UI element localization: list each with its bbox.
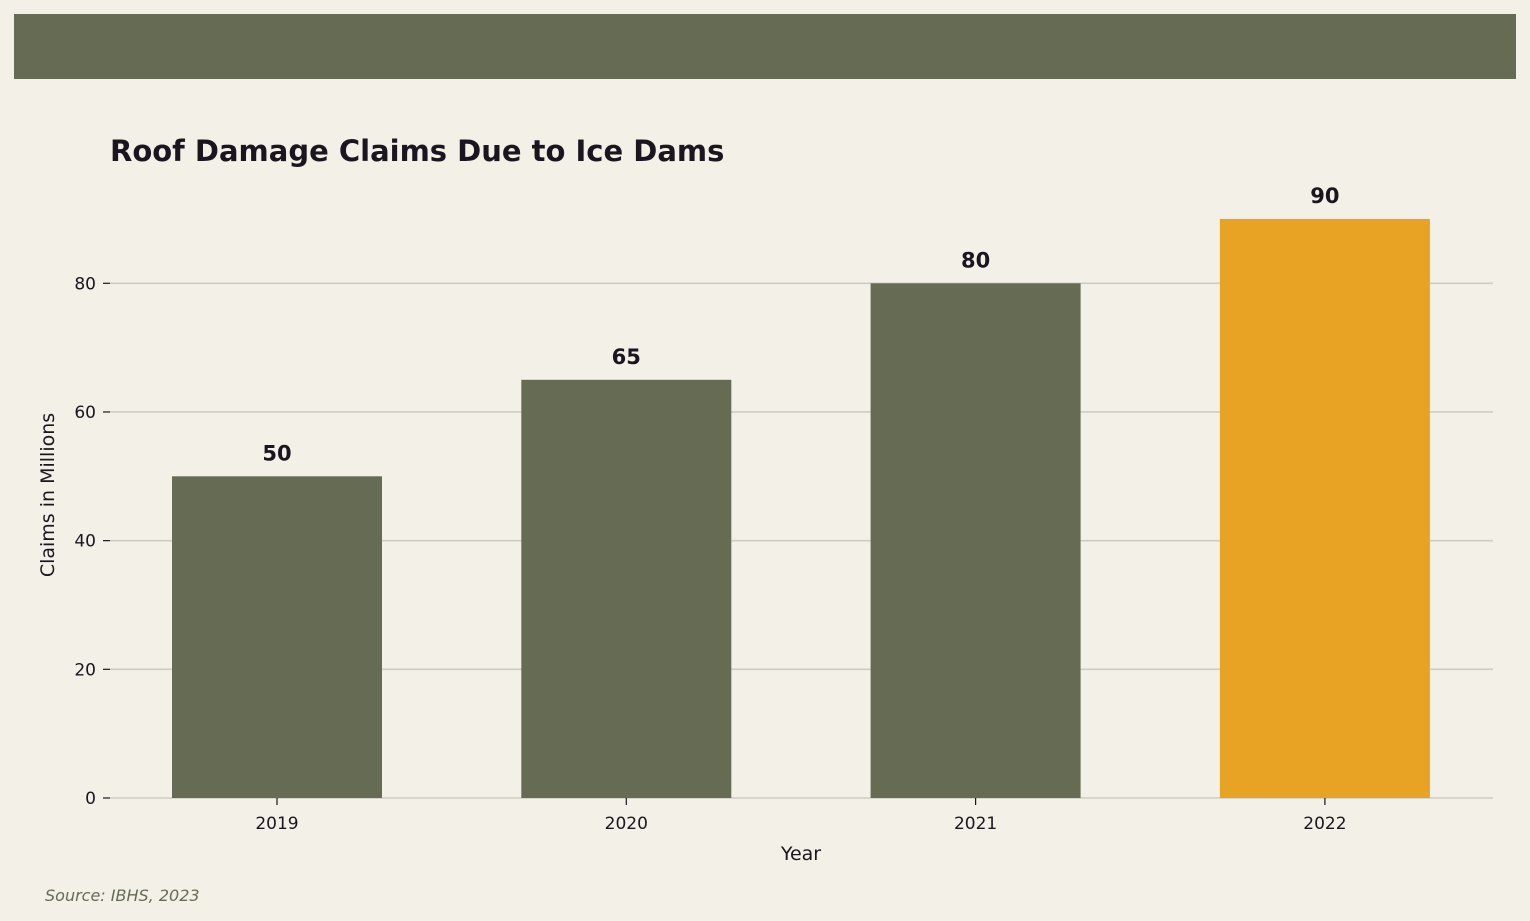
x-tick-label: 2022 bbox=[1303, 814, 1346, 834]
chart-title: Roof Damage Claims Due to Ice Dams bbox=[110, 134, 725, 168]
axes: 0 20 40 60 80 2019 2020 2021 2022 bbox=[74, 274, 1346, 834]
data-labels: 50 65 80 90 bbox=[262, 184, 1339, 465]
header-band bbox=[14, 14, 1516, 79]
bar-2021 bbox=[870, 283, 1081, 798]
data-label-2020: 65 bbox=[612, 345, 641, 369]
bar-2019 bbox=[172, 476, 382, 798]
x-tick-label: 2019 bbox=[255, 814, 298, 834]
source-note: Source: IBHS, 2023 bbox=[45, 886, 200, 905]
x-axis-title: Year bbox=[780, 843, 821, 865]
data-label-2019: 50 bbox=[262, 441, 291, 465]
bar-2022 bbox=[1219, 218, 1430, 798]
y-tick-label: 80 bbox=[74, 274, 96, 294]
x-tick-label: 2020 bbox=[605, 814, 648, 834]
data-label-2022: 90 bbox=[1310, 184, 1339, 208]
bar-2020 bbox=[521, 379, 732, 798]
y-tick-label: 20 bbox=[74, 660, 96, 680]
y-tick-label: 60 bbox=[74, 403, 96, 423]
bars bbox=[172, 218, 1430, 798]
x-tick-label: 2021 bbox=[954, 814, 997, 834]
data-label-2021: 80 bbox=[961, 248, 990, 272]
y-tick-label: 0 bbox=[85, 789, 96, 809]
y-axis-title: Claims in Millions bbox=[37, 413, 59, 577]
y-tick-label: 40 bbox=[74, 532, 96, 552]
